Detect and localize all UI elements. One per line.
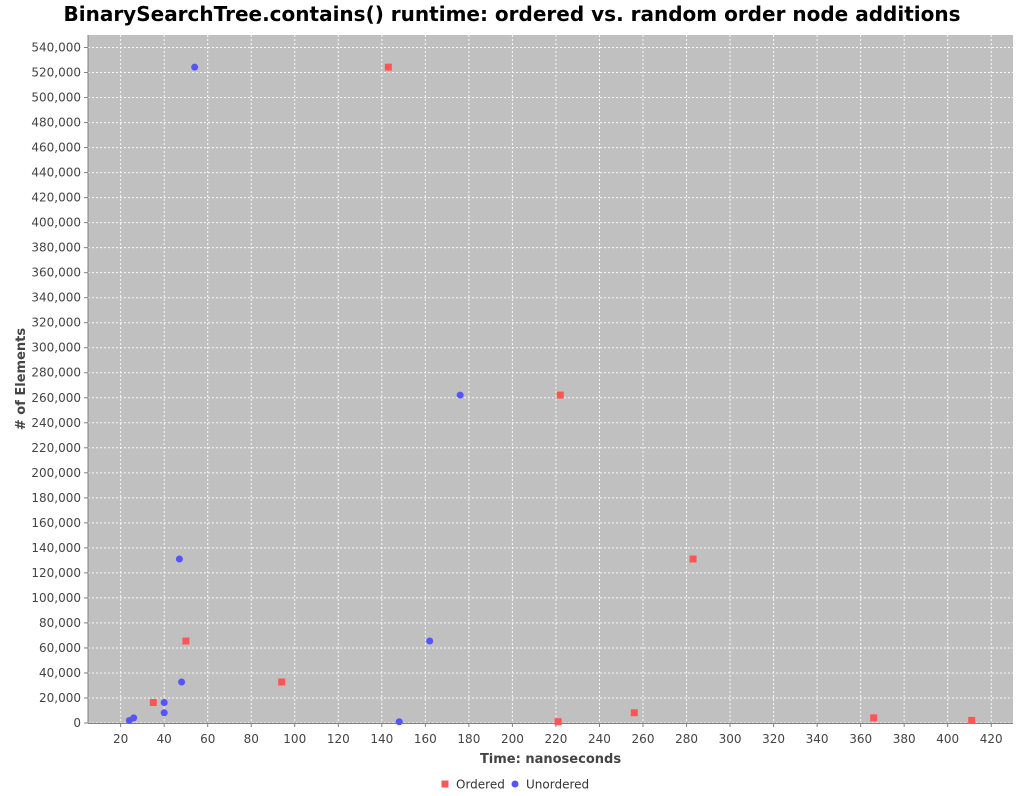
data-point-ordered	[278, 678, 286, 686]
data-point-unordered	[160, 699, 168, 707]
data-point-unordered	[456, 391, 464, 399]
y-tick-label: 160,000	[31, 516, 81, 530]
plot-area	[88, 35, 1013, 723]
x-tick-label: 80	[244, 732, 259, 746]
y-tick-label: 400,000	[31, 216, 81, 230]
data-point-ordered	[554, 718, 562, 726]
data-point-ordered	[182, 637, 190, 645]
chart-title: BinarySearchTree.contains() runtime: ord…	[63, 2, 960, 26]
data-point-ordered	[384, 63, 392, 71]
y-tick-label: 40,000	[39, 666, 81, 680]
legend-item-ordered: Ordered	[441, 778, 505, 792]
x-tick-label: 240	[588, 732, 611, 746]
x-tick-label: 60	[200, 732, 215, 746]
x-tick-label: 140	[370, 732, 393, 746]
x-tick-label: 40	[157, 732, 172, 746]
y-tick-label: 80,000	[39, 616, 81, 630]
y-tick-label: 500,000	[31, 91, 81, 105]
legend-item-unordered: Unordered	[511, 778, 589, 792]
legend-label-ordered: Ordered	[456, 778, 505, 792]
data-point-unordered	[191, 63, 199, 71]
y-tick-label: 220,000	[31, 441, 81, 455]
x-tick-label: 20	[113, 732, 128, 746]
data-point-unordered	[426, 637, 434, 645]
x-tick-label: 420	[980, 732, 1003, 746]
data-point-unordered	[178, 678, 186, 686]
legend: Ordered Unordered	[441, 778, 589, 792]
data-point-unordered	[395, 718, 403, 726]
y-tick-label: 260,000	[31, 391, 81, 405]
y-tick-label: 420,000	[31, 191, 81, 205]
x-tick-label: 100	[283, 732, 306, 746]
x-tick-label: 340	[806, 732, 829, 746]
y-tick-label: 100,000	[31, 591, 81, 605]
x-tick-label: 160	[414, 732, 437, 746]
y-tick-label: 0	[73, 716, 81, 730]
y-axis-label: # of Elements	[14, 328, 29, 431]
axes	[87, 35, 1013, 724]
x-tick-label: 380	[893, 732, 916, 746]
data-point-ordered	[630, 709, 638, 717]
y-tick-label: 240,000	[31, 416, 81, 430]
series-ordered	[149, 63, 976, 726]
data-point-ordered	[968, 716, 976, 724]
y-tick-label: 280,000	[31, 366, 81, 380]
x-tick-label: 200	[501, 732, 524, 746]
data-point-ordered	[689, 555, 697, 563]
x-tick-label: 220	[544, 732, 567, 746]
data-point-ordered	[870, 714, 878, 722]
data-point-unordered	[175, 555, 183, 563]
x-tick-label: 120	[327, 732, 350, 746]
y-tick-label: 320,000	[31, 316, 81, 330]
series-unordered	[125, 63, 464, 726]
y-tick-label: 340,000	[31, 291, 81, 305]
data-point-ordered	[149, 699, 157, 707]
y-tick-label: 460,000	[31, 141, 81, 155]
x-tick-label: 180	[457, 732, 480, 746]
y-tick-label: 300,000	[31, 341, 81, 355]
y-tick-label: 520,000	[31, 66, 81, 80]
x-tick-label: 280	[675, 732, 698, 746]
y-tick-label: 480,000	[31, 116, 81, 130]
x-tick-label: 320	[762, 732, 785, 746]
legend-marker-ordered	[441, 780, 449, 788]
y-tick-label: 140,000	[31, 541, 81, 555]
x-axis-ticks: 20 40 60 80 100 120 140 160 180 200 220 240 260 280 30…	[113, 723, 1003, 746]
data-point-unordered	[160, 709, 168, 717]
y-axis-ticks: 0 20,000 40,000 60,000 80,000 100,000 120,000 1…	[31, 41, 88, 730]
x-axis-label: Time: nanoseconds	[480, 752, 621, 767]
legend-marker-unordered	[511, 780, 519, 788]
y-tick-label: 60,000	[39, 641, 81, 655]
y-tick-label: 20,000	[39, 691, 81, 705]
y-tick-label: 120,000	[31, 566, 81, 580]
data-point-unordered	[130, 714, 138, 722]
legend-label-unordered: Unordered	[526, 778, 589, 792]
data-point-ordered	[556, 391, 564, 399]
y-tick-label: 200,000	[31, 466, 81, 480]
x-tick-label: 400	[936, 732, 959, 746]
x-tick-label: 360	[849, 732, 872, 746]
data-points	[125, 63, 976, 726]
y-tick-label: 180,000	[31, 491, 81, 505]
x-tick-label: 260	[632, 732, 655, 746]
y-tick-label: 440,000	[31, 166, 81, 180]
x-tick-label: 300	[719, 732, 742, 746]
y-tick-label: 540,000	[31, 41, 81, 55]
grid-lines	[88, 35, 1013, 724]
y-tick-label: 380,000	[31, 241, 81, 255]
y-tick-label: 360,000	[31, 266, 81, 280]
